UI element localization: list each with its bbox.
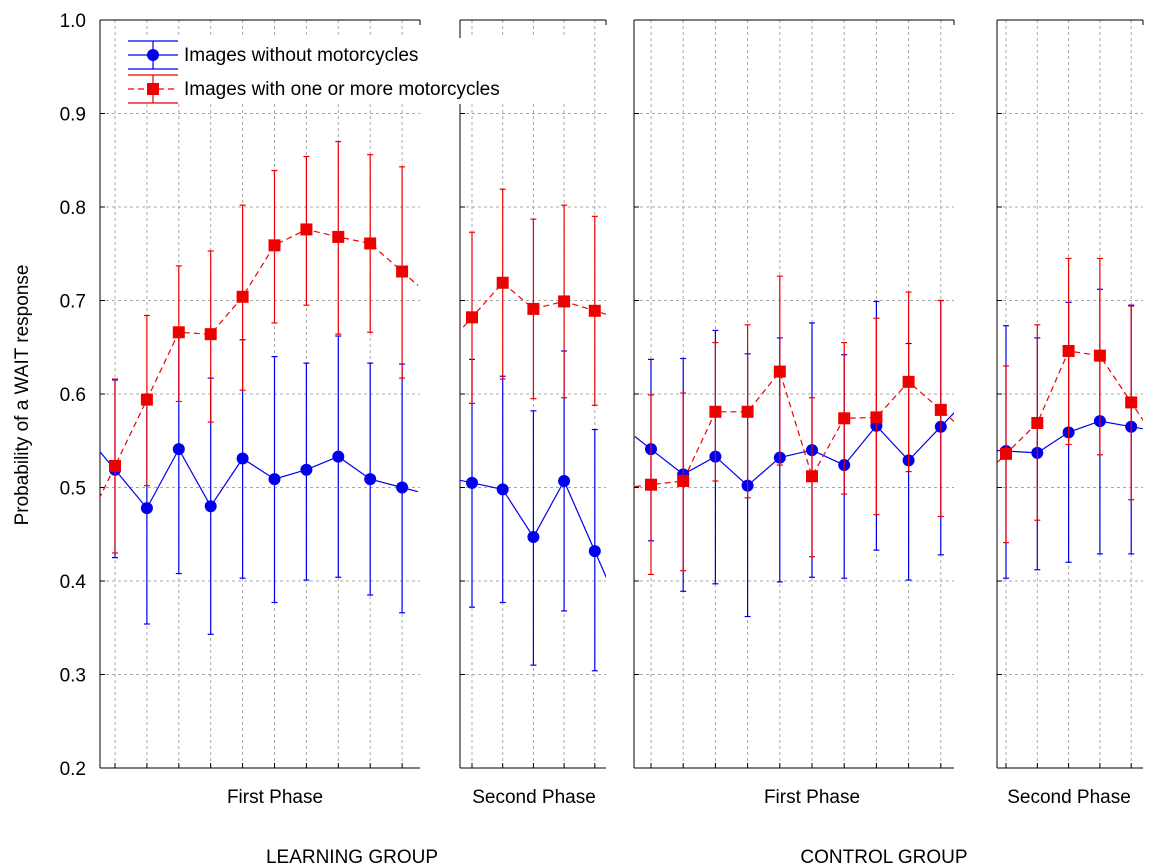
- y-tick-label: 0.5: [60, 479, 86, 500]
- data-point-with: [268, 239, 281, 252]
- y-tick-label: 0.3: [60, 666, 86, 687]
- group-label-learning: LEARNING GROUP: [266, 847, 438, 867]
- data-point-with: [172, 326, 185, 339]
- data-point-with: [109, 459, 121, 472]
- panel-learning-first-series: [100, 140, 419, 635]
- data-point-without: [140, 502, 153, 515]
- data-point-without: [236, 452, 249, 465]
- data-point-with: [300, 223, 313, 236]
- data-point-with: [902, 375, 915, 388]
- data-point-with: [1093, 349, 1106, 362]
- data-point-with: [204, 328, 217, 341]
- data-point-without: [268, 473, 281, 486]
- data-point-with: [1125, 396, 1138, 409]
- data-point-with: [1062, 344, 1075, 357]
- legend-label-with: Images with one or more motorcycles: [184, 79, 500, 100]
- legend-item-without: Images without motorcycles: [128, 40, 418, 70]
- panel-learning-second-series: [460, 188, 606, 672]
- data-point-without: [466, 476, 478, 489]
- data-point-with: [364, 237, 377, 250]
- data-point-with: [1000, 447, 1012, 460]
- data-point-with: [588, 304, 601, 317]
- panel-label-learning-second: Second Phase: [472, 787, 596, 808]
- y-tick-label: 0.6: [60, 385, 86, 406]
- panel-control-first-series: [634, 275, 954, 618]
- data-point-without: [527, 531, 540, 544]
- y-axis-ticks: 0.2 0.3 0.4 0.5 0.6 0.7 0.8 0.9 1.0: [60, 11, 87, 780]
- series-layer: [100, 140, 1143, 672]
- data-point-without: [332, 450, 345, 463]
- axis-labels: Probability of a WAIT response First Pha…: [12, 265, 1131, 867]
- data-point-with: [140, 393, 153, 406]
- data-point-with: [741, 405, 754, 418]
- panel-label-control-second: Second Phase: [1007, 787, 1131, 808]
- y-tick-label: 0.7: [60, 292, 86, 313]
- data-point-with: [496, 276, 509, 289]
- axis-frame: [99, 19, 1144, 769]
- data-point-with: [709, 405, 722, 418]
- data-point-with: [806, 470, 818, 483]
- panel-label-control-first: First Phase: [764, 787, 860, 808]
- data-point-without: [300, 463, 313, 476]
- series-line-without: [634, 412, 954, 487]
- data-point-with: [558, 295, 571, 308]
- series-with: [997, 257, 1143, 544]
- panel-control-second-series: [997, 257, 1143, 579]
- series-with: [460, 188, 606, 406]
- panel-label-learning-first: First Phase: [227, 787, 323, 808]
- data-point-without: [204, 500, 217, 513]
- data-point-with: [527, 302, 540, 315]
- data-point-without: [172, 443, 185, 456]
- series-with: [634, 275, 954, 576]
- legend-marker-without: [147, 49, 159, 61]
- y-axis-title: Probability of a WAIT response: [12, 265, 33, 526]
- legend-marker-with: [147, 83, 159, 95]
- grid-layer: [100, 20, 1143, 768]
- y-tick-label: 0.9: [60, 105, 86, 126]
- legend-background: [124, 38, 586, 104]
- legend-item-with: Images with one or more motorcycles: [128, 74, 500, 104]
- data-point-with: [332, 230, 345, 243]
- data-point-without: [588, 545, 601, 558]
- data-point-without: [558, 474, 571, 487]
- data-point-with: [1031, 416, 1044, 429]
- data-point-with: [645, 478, 657, 491]
- legend-label-without: Images without motorcycles: [184, 45, 418, 66]
- group-label-control: CONTROL GROUP: [800, 847, 967, 867]
- legend: Images without motorcycles Images with o…: [124, 38, 586, 104]
- y-tick-label: 1.0: [60, 11, 86, 32]
- y-tick-label: 0.8: [60, 198, 86, 219]
- series-without: [460, 350, 606, 672]
- data-point-without: [496, 483, 509, 496]
- data-point-with: [677, 474, 690, 487]
- data-point-with: [466, 311, 478, 324]
- data-point-with: [870, 411, 883, 424]
- data-point-with: [934, 403, 947, 416]
- y-tick-label: 0.4: [60, 572, 87, 593]
- y-tick-label: 0.2: [60, 759, 86, 780]
- series-with: [100, 140, 419, 554]
- data-point-without: [364, 473, 377, 486]
- data-point-with: [773, 365, 786, 378]
- data-point-with: [838, 412, 851, 425]
- data-point-without: [396, 481, 409, 494]
- data-point-with: [396, 265, 409, 278]
- data-point-with: [236, 290, 249, 303]
